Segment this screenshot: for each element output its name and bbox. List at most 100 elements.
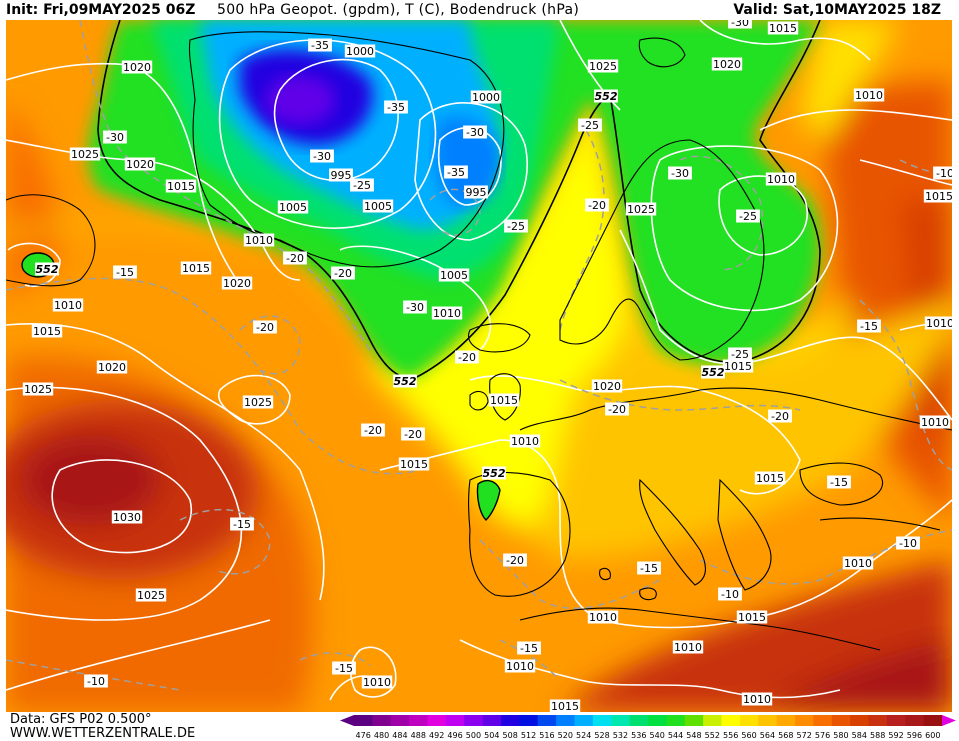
isotherm-label: -15 [233,518,251,531]
isobar-label: 1025 [137,589,165,602]
isobar-label: 1020 [593,380,621,393]
isobar-label-box [672,640,704,654]
isobar-label: 1010 [767,173,795,186]
colorbar-tick-label: 488 [411,731,426,740]
isobar-label-box [853,88,885,102]
isobar-label-box [362,199,394,213]
isotherm-label-box [253,320,277,334]
isotherm-label: -25 [731,348,749,361]
isobar-label-box [591,379,623,393]
colorbar-swatch [537,715,557,726]
isotherm-label-box [578,118,602,132]
colorbar-tick-label: 572 [797,731,812,740]
weather-map: 1020 1025 1020 1015 1010 1015 1020 1010 1015 1020… [6,20,952,712]
colorbar-swatch [611,715,631,726]
geopotential-label-box [393,374,417,388]
isotherm-label: -10 [899,537,917,550]
height-colorbar: 476 480 484 488 492 496 500 504 508 512 516 520 524 5… [340,715,956,740]
isobar-label: 1010 [506,660,534,673]
isotherm-label-box [736,209,760,223]
isobar-label-box [329,168,353,182]
isotherm-label-box [332,661,356,675]
isobar-label: 1010 [363,676,391,689]
map-labels: 1020 1025 1020 1015 1010 1015 1020 1010 1015 1020… [22,20,952,712]
isotherm-label: -25 [507,220,525,233]
colorbar-tick-label: 480 [374,731,389,740]
coastlines [6,31,952,651]
isobar-label-box [470,90,502,104]
colorbar-tick-label: 552 [705,731,720,740]
isobar-label: 1020 [126,158,154,171]
isotherm-label: -20 [608,403,626,416]
isobar-label-box [919,415,951,429]
colorbar-tick-label: 596 [907,731,922,740]
isobar-label: 1000 [472,91,500,104]
isobar-label: 1015 [400,458,428,471]
isobar-label: 1015 [769,22,797,35]
isotherm-label-box [113,265,137,279]
isotherm-label-box [403,300,427,314]
colorbar-tick-label: 588 [870,731,885,740]
colorbar-swatch [648,715,667,726]
valid-time-label: Valid: Sat,10MAY2025 18Z [733,2,941,18]
colorbar-swatch [868,715,888,726]
colorbar-swatch [482,715,502,726]
isobar-label: 1010 [855,89,883,102]
geopotential-shading [6,20,952,712]
colorbar-arrow-left [340,715,354,726]
isobar-label-box [22,382,54,396]
isobar-label: 1010 [674,641,702,654]
colorbar-tick-label: 536 [631,731,646,740]
isotherm-label: -35 [447,166,465,179]
isobar-label: 1010 [921,416,949,429]
isotherm-label-box [857,319,881,333]
geopotential-label-box [594,89,618,103]
colorbar-swatch [758,715,778,726]
geopotential-label: 552 [595,90,618,103]
colorbar-swatch [886,715,906,726]
isobar-label: 1025 [244,396,272,409]
isotherm-label: -25 [353,179,371,192]
isobar-label-box [736,610,768,624]
isotherm-label-box [455,350,479,364]
isobar-label-box [509,434,541,448]
colorbar-swatch [501,715,520,726]
colorbar-tick-label: 592 [888,731,903,740]
isobar-label: 1010 [589,611,617,624]
isobar-label-box [464,185,488,199]
isotherm-label-box [283,251,307,265]
colorbar-swatch [739,715,759,726]
colorbar-swatch [445,715,465,726]
isobar-label-box [361,675,393,689]
website-label: WWW.WETTERZENTRALE.DE [10,726,196,741]
isobar-label: 1020 [223,277,251,290]
isobar-label: 1015 [925,190,952,203]
isobar-label: 1010 [54,299,82,312]
colorbar-tick-label: 548 [686,731,701,740]
isobar-label: 1015 [738,611,766,624]
isobar-label: 1015 [756,472,784,485]
geopotential-label-box [482,466,506,480]
colorbar-swatch [905,715,925,726]
isobar-label-box [344,44,376,58]
isotherm-label-box [827,475,851,489]
isotherm-label: -15 [860,320,878,333]
isotherm-label-box [361,423,385,437]
data-source-label: Data: GFS P02 0.500° [10,712,152,727]
geopotential-label: 552 [394,375,417,388]
isobar-label: 1015 [551,700,579,712]
colorbar-tick-label: 564 [760,731,775,740]
colorbar-swatch [831,715,851,726]
chart-title: 500 hPa Geopot. (gpdm), T (C), Bodendruc… [217,2,580,18]
isobar-label-box [741,692,773,706]
isobar-label-box [549,699,581,712]
isotherm-label: -20 [404,428,422,441]
isotherm-label: -30 [731,20,749,29]
colorbar-swatch [721,715,741,726]
isobar-label-box [180,261,212,275]
isotherm-label-box [896,536,920,550]
colorbar-swatch [390,715,410,726]
map-header: Init: Fri,09MAY2025 06Z 500 hPa Geopot. … [0,0,959,20]
isobar-label-box [69,147,101,161]
isobar-label-box [242,395,274,409]
